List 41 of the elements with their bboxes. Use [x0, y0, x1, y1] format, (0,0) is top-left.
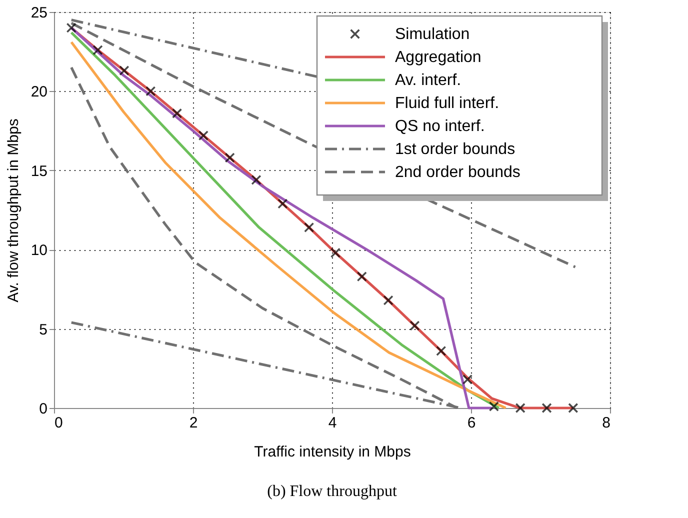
point: [383, 295, 394, 306]
point: [304, 222, 314, 233]
y-tick-label: 0: [39, 400, 48, 418]
legend-label: Fluid full interf.: [395, 95, 500, 112]
point: [488, 401, 500, 412]
legend-label: 1st order bounds: [395, 141, 516, 158]
point: [92, 44, 103, 56]
point: [251, 174, 262, 185]
legend-label: 2nd order bounds: [395, 164, 520, 181]
x-tick-label: 0: [54, 414, 63, 432]
x-tick-label: 4: [328, 414, 337, 432]
legend-label: Av. interf.: [395, 72, 462, 89]
point: [515, 402, 526, 414]
legend-label: QS no interf.: [395, 118, 485, 135]
point: [119, 66, 130, 76]
x-axis-title: Traffic intensity in Mbps: [254, 444, 411, 460]
legend-label: Simulation: [395, 26, 470, 43]
point: [568, 402, 578, 414]
point: [410, 320, 420, 331]
point: [66, 22, 76, 33]
x-tick-label: 8: [602, 414, 610, 432]
legend-label: Aggregation: [395, 49, 482, 66]
point: [330, 248, 341, 258]
point: [278, 198, 288, 209]
x-tick-label: 6: [467, 414, 476, 432]
y-tick-label: 25: [30, 4, 48, 22]
y-tick-label: 15: [30, 162, 48, 180]
point: [172, 108, 182, 118]
point: [436, 346, 446, 356]
text: (b) Flow throughput: [267, 483, 398, 500]
y-tick-label: 10: [30, 242, 48, 260]
y-tick-label: 5: [39, 321, 48, 338]
point: [542, 402, 552, 414]
point: [224, 152, 235, 163]
y-tick-label: 20: [30, 84, 48, 101]
point: [146, 86, 156, 96]
y-axis-title: Av. flow throughput in Mbps: [4, 118, 22, 302]
point: [198, 130, 209, 141]
point: [356, 271, 367, 282]
point: [462, 374, 473, 385]
x-tick-label: 2: [189, 414, 198, 432]
